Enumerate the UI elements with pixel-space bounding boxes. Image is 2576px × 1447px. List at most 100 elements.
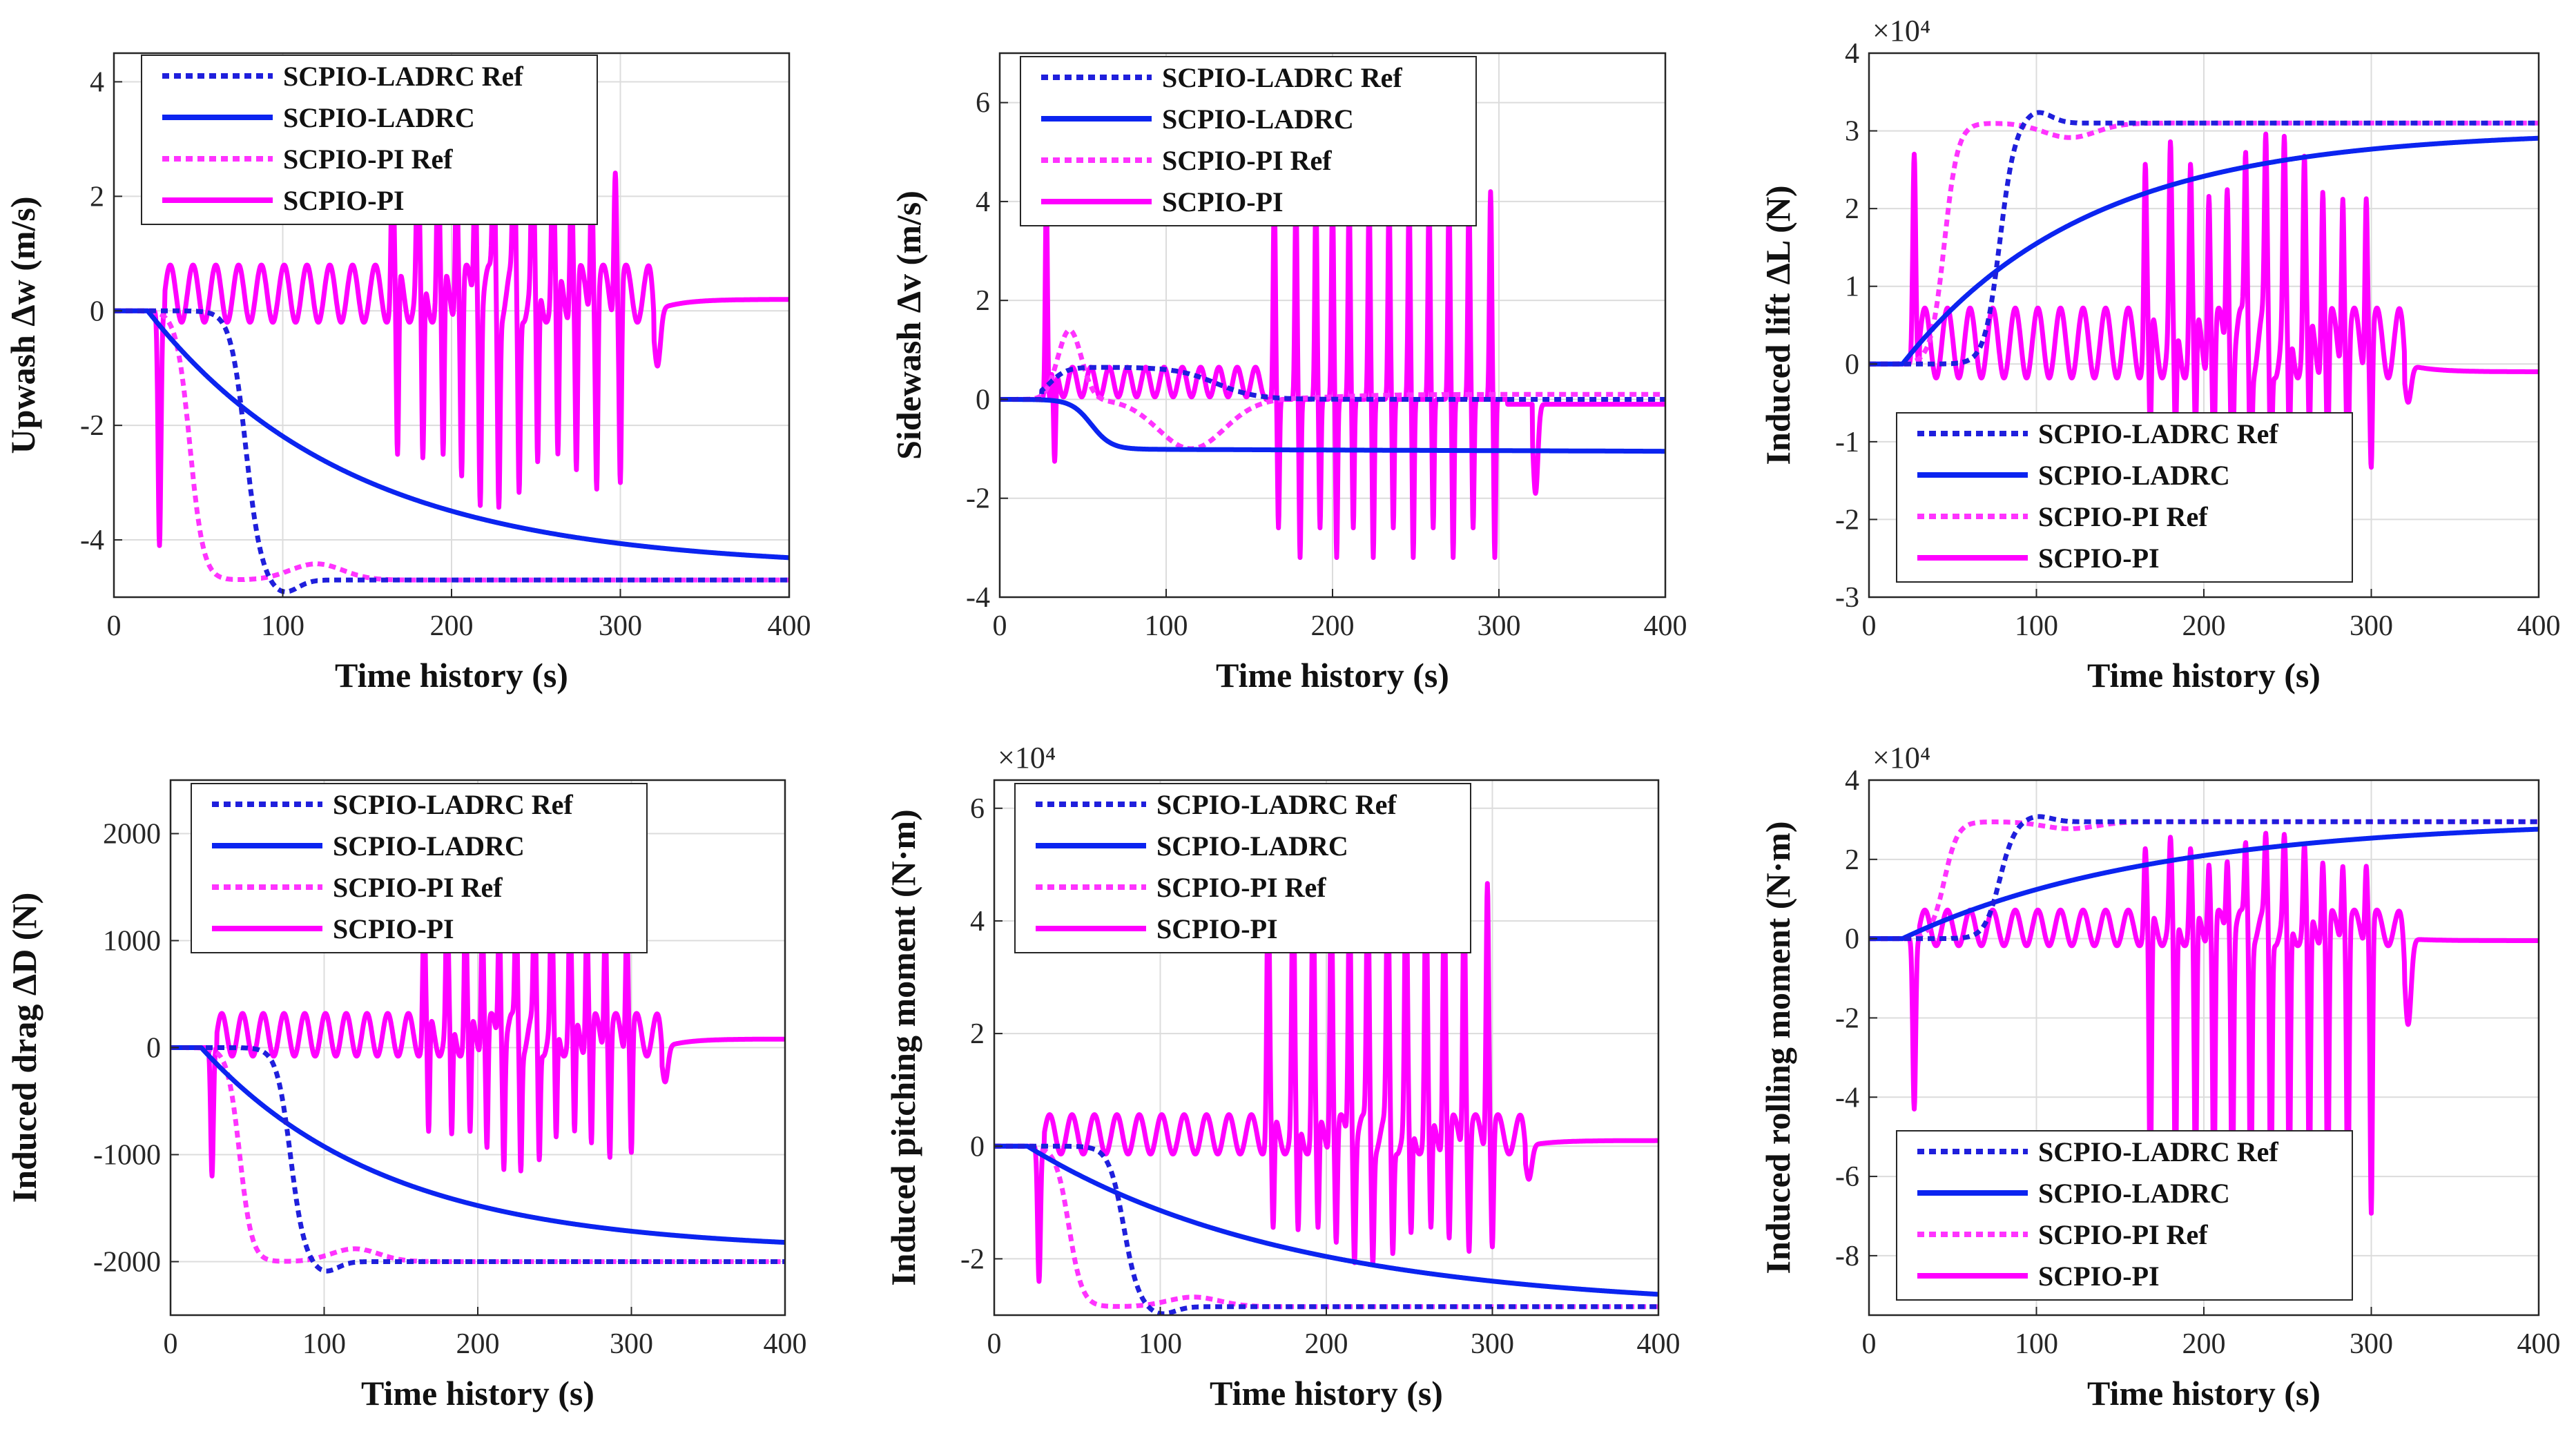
legend-entry: SCPIO-PI bbox=[333, 913, 454, 944]
y-tick-label: 2000 bbox=[103, 819, 161, 851]
x-axis-label: Time history (s) bbox=[1216, 656, 1449, 695]
legend-entry: SCPIO-PI Ref bbox=[283, 144, 453, 175]
legend-entry: SCPIO-LADRC Ref bbox=[2038, 1136, 2278, 1167]
x-tick-label: 200 bbox=[1311, 610, 1355, 642]
y-tick-label: 6 bbox=[976, 88, 990, 119]
axis-multiplier: ×10⁴ bbox=[1872, 14, 1930, 48]
series-line-scpio-ladrc-ref bbox=[1000, 365, 1665, 402]
x-tick-label: 100 bbox=[261, 610, 304, 642]
x-tick-label: 200 bbox=[2182, 610, 2226, 642]
y-axis-label: Induced rolling moment (N·m) bbox=[1759, 821, 1797, 1274]
y-tick-label: 0 bbox=[1845, 924, 1859, 955]
x-tick-label: 300 bbox=[2350, 1328, 2393, 1360]
y-axis-label: Induced drag ΔD (N) bbox=[5, 893, 43, 1203]
subplot-pitch: 0 100 200 300 400 -2 0 2 4 6 Time history (s) Induc… bbox=[884, 741, 1681, 1412]
y-tick-label: -4 bbox=[1835, 1082, 1859, 1114]
y-tick-label: 2 bbox=[976, 285, 990, 317]
legend-entry: SCPIO-PI bbox=[2038, 543, 2160, 574]
series-line-scpio-ladrc bbox=[1000, 397, 1665, 454]
axis-multiplier: ×10⁴ bbox=[998, 741, 1056, 775]
legend-entry: SCPIO-LADRC Ref bbox=[2038, 418, 2278, 449]
legend-entry: SCPIO-LADRC bbox=[2038, 460, 2230, 491]
x-tick-label: 100 bbox=[2015, 1328, 2058, 1360]
y-tick-label: -2000 bbox=[93, 1247, 161, 1279]
legend-entry: SCPIO-PI Ref bbox=[333, 872, 503, 903]
legend-entry: SCPIO-PI Ref bbox=[1156, 872, 1326, 903]
y-tick-label: -2 bbox=[1835, 1002, 1859, 1034]
series-line-scpio-pi bbox=[1869, 131, 2539, 501]
y-tick-label: 0 bbox=[976, 384, 990, 416]
y-tick-label: -1 bbox=[1835, 427, 1859, 458]
y-axis-label: Induced pitching moment (N·m) bbox=[884, 809, 922, 1285]
series-line-scpio-ladrc-ref bbox=[1869, 814, 2539, 942]
y-axis-label: Sidewash Δv (m/s) bbox=[889, 191, 928, 460]
legend-box bbox=[1896, 412, 2353, 583]
subplot-roll: 0 100 200 300 400 -8 -6 -4 -2 0 2 4 Time history (s)… bbox=[1759, 741, 2561, 1412]
x-tick-label: 300 bbox=[2350, 610, 2393, 642]
legend-entry: SCPIO-LADRC Ref bbox=[333, 789, 573, 820]
subplot-upwash: 0 100 200 300 400 -4 -2 0 2 4 Time history (s) Upwa… bbox=[3, 52, 811, 695]
series-line-scpio-ladrc-ref bbox=[171, 1045, 785, 1274]
y-tick-label: 4 bbox=[970, 906, 985, 938]
legend-entry: SCPIO-LADRC bbox=[2038, 1178, 2230, 1209]
y-tick-label: -2 bbox=[966, 483, 990, 515]
x-axis-label: Time history (s) bbox=[361, 1374, 594, 1412]
x-tick-label: 200 bbox=[456, 1328, 500, 1360]
x-tick-label: 0 bbox=[1862, 1328, 1877, 1360]
legend-box bbox=[191, 783, 648, 953]
y-tick-label: 4 bbox=[1845, 38, 1859, 70]
y-tick-label: -2 bbox=[80, 410, 104, 442]
y-tick-label: 2 bbox=[90, 181, 104, 213]
y-tick-label: 2 bbox=[970, 1018, 985, 1050]
y-axis-label: Upwash Δw (m/s) bbox=[3, 196, 42, 454]
series-line-scpio-pi bbox=[994, 844, 1658, 1284]
x-tick-label: 0 bbox=[993, 610, 1007, 642]
legend-box bbox=[1896, 1130, 2353, 1301]
legend-box bbox=[1020, 56, 1477, 226]
x-tick-label: 300 bbox=[1478, 610, 1521, 642]
y-tick-label: 0 bbox=[146, 1033, 161, 1065]
series-line-scpio-pi bbox=[171, 875, 785, 1178]
y-tick-label: 0 bbox=[1845, 349, 1859, 380]
x-tick-label: 400 bbox=[2517, 1328, 2561, 1360]
legend-entry: SCPIO-PI bbox=[1162, 186, 1284, 217]
legend-entry: SCPIO-PI bbox=[283, 185, 405, 216]
subplot-sidewash: 0 100 200 300 400 -4 -2 0 2 4 6 Time history (s) Sid… bbox=[889, 52, 1687, 695]
x-tick-label: 0 bbox=[987, 1328, 1002, 1360]
legend-entry: SCPIO-LADRC bbox=[283, 102, 475, 133]
legend-entry: SCPIO-LADRC bbox=[1156, 831, 1348, 862]
x-tick-label: 0 bbox=[164, 1328, 178, 1360]
y-tick-label: 1 bbox=[1845, 271, 1859, 303]
axis-multiplier: ×10⁴ bbox=[1872, 741, 1930, 775]
x-tick-label: 300 bbox=[599, 610, 642, 642]
y-tick-label: -6 bbox=[1835, 1161, 1859, 1193]
x-tick-label: 400 bbox=[1637, 1328, 1681, 1360]
legend-entry: SCPIO-LADRC Ref bbox=[1156, 789, 1397, 820]
y-tick-label: -1000 bbox=[93, 1140, 161, 1172]
x-tick-label: 200 bbox=[2182, 1328, 2226, 1360]
series-line-scpio-ladrc bbox=[1869, 135, 2539, 367]
legend-entry: SCPIO-PI Ref bbox=[2038, 1219, 2208, 1250]
y-tick-label: 0 bbox=[970, 1131, 985, 1163]
series-line-scpio-pi bbox=[1869, 831, 2539, 1232]
x-tick-label: 100 bbox=[1139, 1328, 1182, 1360]
x-axis-label: Time history (s) bbox=[2087, 656, 2321, 695]
legend-entry: SCPIO-PI bbox=[1156, 913, 1278, 944]
y-tick-label: 2 bbox=[1845, 844, 1859, 876]
y-tick-label: -2 bbox=[1835, 504, 1859, 536]
y-axis-label: Induced lift ΔL (N) bbox=[1759, 185, 1797, 465]
x-tick-label: 100 bbox=[302, 1328, 346, 1360]
series-line-scpio-ladrc bbox=[114, 308, 789, 561]
y-tick-label: 4 bbox=[90, 66, 104, 98]
y-tick-label: -4 bbox=[966, 582, 990, 614]
y-tick-label: -8 bbox=[1835, 1241, 1859, 1272]
legend-box bbox=[141, 55, 598, 225]
y-tick-label: -3 bbox=[1835, 582, 1859, 614]
y-tick-label: -4 bbox=[80, 525, 104, 556]
x-tick-label: 400 bbox=[768, 610, 811, 642]
subplot-lift: 0 100 200 300 400 -3 -2 -1 0 1 2 3 4 Time history (s)… bbox=[1759, 14, 2561, 695]
x-axis-label: Time history (s) bbox=[2087, 1374, 2321, 1412]
y-tick-label: 4 bbox=[1845, 765, 1859, 797]
